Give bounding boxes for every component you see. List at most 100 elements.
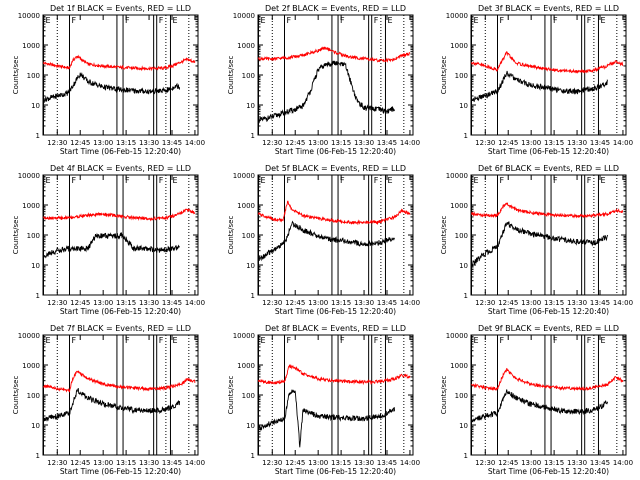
y-tick-label: 10000	[18, 332, 40, 340]
x-tick-label: 13:30	[354, 459, 374, 467]
marker-label: F	[553, 16, 558, 25]
lld-series-line	[471, 50, 624, 74]
x-tick-label: 12:45	[70, 139, 90, 147]
x-tick-label: 14:00	[400, 139, 420, 147]
y-tick-label: 100	[455, 232, 468, 240]
y-tick-label: 1000	[450, 362, 468, 370]
marker-label: E	[261, 16, 266, 25]
x-tick-label: 13:00	[93, 139, 113, 147]
y-tick-label: 1000	[22, 202, 40, 210]
y-tick-label: 1	[36, 452, 40, 460]
x-tick-label: 12:45	[70, 459, 90, 467]
marker-label: E	[600, 16, 605, 25]
marker-label: F	[125, 176, 130, 185]
y-tick-label: 100	[455, 392, 468, 400]
y-tick-label: 100	[242, 72, 255, 80]
y-axis-label: Counts/sec	[227, 216, 235, 255]
x-tick-label: 12:30	[475, 299, 495, 307]
x-tick-label: 13:00	[93, 459, 113, 467]
lld-series-line	[471, 202, 624, 219]
x-tick-label: 13:30	[139, 139, 159, 147]
marker-label: F	[287, 336, 292, 345]
panel-title: Det 1f BLACK = Events, RED = LLD	[50, 4, 191, 13]
marker-label: F	[340, 176, 345, 185]
x-tick-label: 13:00	[308, 139, 328, 147]
marker-label: E	[387, 336, 392, 345]
x-tick-label: 14:00	[400, 299, 420, 307]
x-tick-label: 13:15	[116, 459, 136, 467]
x-tick-label: 13:30	[567, 459, 587, 467]
x-tick-label: 12:30	[475, 459, 495, 467]
panel-title: Det 6f BLACK = Events, RED = LLD	[478, 164, 619, 173]
marker-label: F	[553, 336, 558, 345]
marker-label: F	[72, 16, 77, 25]
y-axis-label: Counts/sec	[12, 56, 20, 95]
x-tick-label: 13:45	[162, 139, 182, 147]
marker-label: F	[287, 16, 292, 25]
y-tick-label: 1	[464, 132, 468, 140]
marker-label: E	[46, 336, 51, 345]
x-tick-label: 12:45	[498, 139, 518, 147]
x-tick-label: 12:45	[498, 459, 518, 467]
x-tick-label: 13:30	[354, 299, 374, 307]
marker-label: F	[159, 176, 164, 185]
x-axis-label: Start Time (06-Feb-15 12:20:40)	[488, 307, 609, 316]
panel-det-4: Det 4f BLACK = Events, RED = LLD 1 10 100 10…	[12, 164, 205, 316]
marker-label: E	[387, 16, 392, 25]
y-tick-label: 1000	[450, 202, 468, 210]
y-tick-label: 10	[246, 102, 255, 110]
lld-series-line	[258, 364, 411, 386]
x-tick-label: 13:15	[544, 299, 564, 307]
panel-det-3: Det 3f BLACK = Events, RED = LLD 1 10 100 10…	[440, 4, 633, 156]
x-tick-label: 12:30	[262, 459, 282, 467]
x-tick-label: 14:00	[185, 459, 205, 467]
x-tick-label: 12:30	[262, 139, 282, 147]
marker-label: E	[46, 16, 51, 25]
x-tick-label: 13:15	[544, 459, 564, 467]
y-tick-label: 1000	[22, 362, 40, 370]
x-axis-label: Start Time (06-Feb-15 12:20:40)	[488, 467, 609, 476]
events-series-line	[471, 389, 609, 423]
y-tick-label: 10000	[233, 12, 255, 20]
x-tick-label: 13:30	[567, 139, 587, 147]
y-tick-label: 10	[459, 422, 468, 430]
x-tick-label: 13:00	[521, 299, 541, 307]
x-tick-label: 13:00	[521, 459, 541, 467]
x-axis-label: Start Time (06-Feb-15 12:20:40)	[60, 147, 181, 156]
panel-title: Det 7f BLACK = Events, RED = LLD	[50, 324, 191, 333]
y-tick-label: 10000	[446, 172, 468, 180]
events-series-line	[258, 389, 396, 448]
x-tick-label: 13:30	[139, 459, 159, 467]
lld-series-line	[43, 370, 196, 393]
panel-det-8: Det 8f BLACK = Events, RED = LLD 1 10 100 10…	[227, 324, 420, 476]
x-tick-label: 13:15	[544, 139, 564, 147]
x-tick-label: 12:30	[262, 299, 282, 307]
x-tick-label: 13:45	[590, 139, 610, 147]
marker-label: F	[587, 176, 592, 185]
y-tick-label: 100	[27, 392, 40, 400]
marker-label: F	[159, 336, 164, 345]
y-tick-label: 1	[464, 292, 468, 300]
y-tick-label: 10000	[18, 172, 40, 180]
x-tick-label: 12:30	[47, 299, 67, 307]
y-tick-label: 10	[31, 262, 40, 270]
y-axis-label: Counts/sec	[227, 56, 235, 95]
marker-label: E	[474, 336, 479, 345]
y-tick-label: 10	[246, 262, 255, 270]
y-tick-label: 1000	[450, 42, 468, 50]
y-tick-label: 100	[27, 232, 40, 240]
marker-label: F	[553, 176, 558, 185]
marker-label: F	[125, 336, 130, 345]
y-tick-label: 10	[31, 422, 40, 430]
x-axis-label: Start Time (06-Feb-15 12:20:40)	[275, 307, 396, 316]
x-tick-label: 14:00	[185, 299, 205, 307]
x-tick-label: 12:45	[285, 299, 305, 307]
x-tick-label: 13:45	[377, 139, 397, 147]
y-tick-label: 1000	[237, 202, 255, 210]
lld-series-line	[43, 208, 196, 222]
x-tick-label: 13:15	[331, 299, 351, 307]
events-series-line	[471, 221, 609, 267]
x-axis-label: Start Time (06-Feb-15 12:20:40)	[275, 467, 396, 476]
